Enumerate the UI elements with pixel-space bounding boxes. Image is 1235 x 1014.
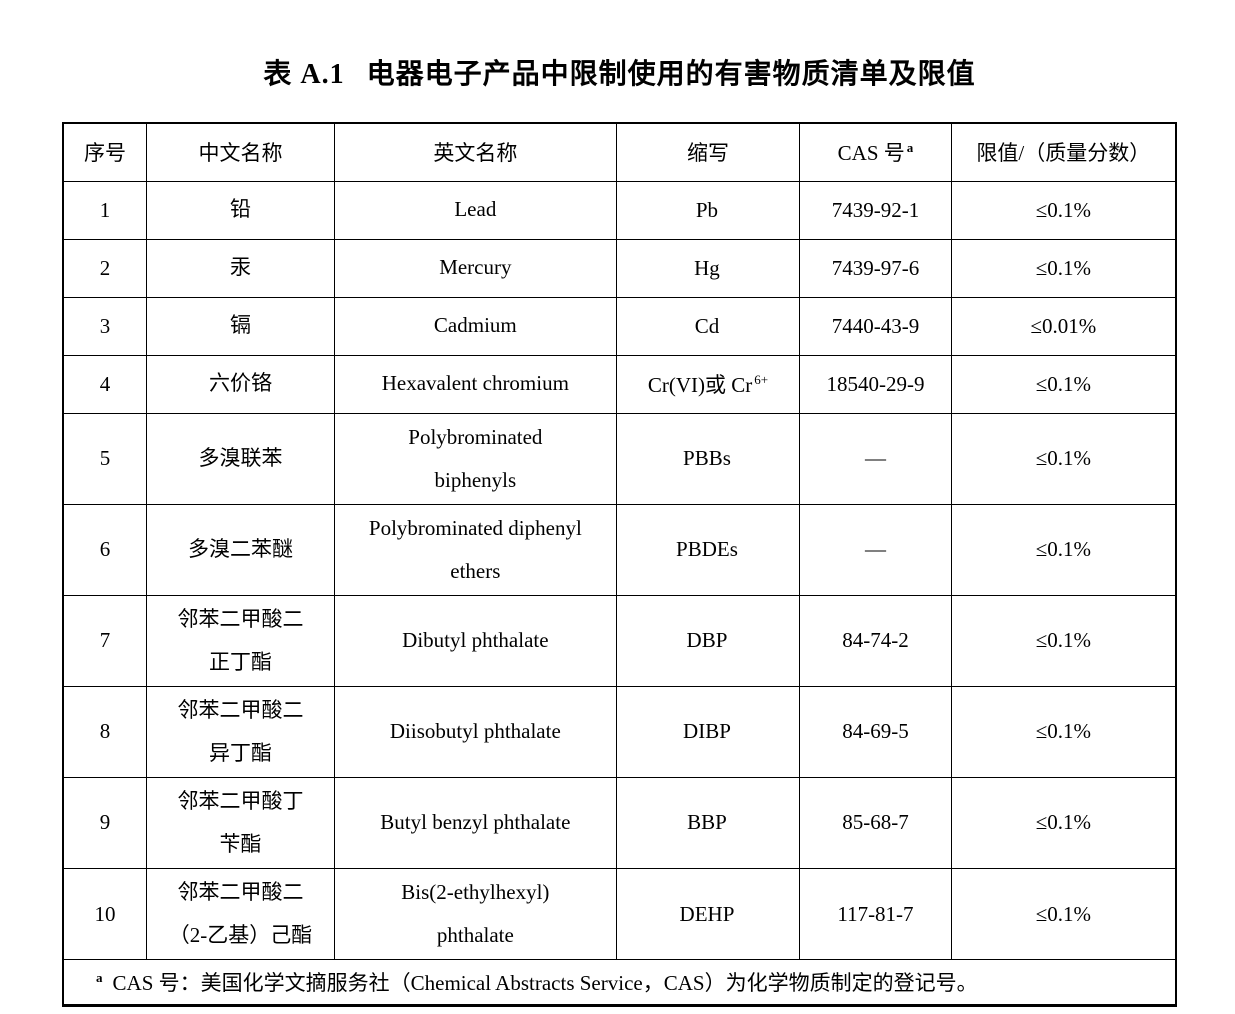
- cell-cn-name: 邻苯二甲酸二 正丁酯: [145, 594, 336, 687]
- abbr-text: DEHP: [679, 901, 735, 926]
- abbr-text: DBP: [686, 628, 728, 653]
- cell-cn-name: 多溴联苯: [145, 412, 336, 505]
- cell-abbr: Cd: [615, 296, 801, 356]
- cell-no: 8: [62, 685, 147, 778]
- table-row: 2 汞 Mercury Hg 7439-97-6 ≤0.1%: [62, 238, 1177, 298]
- footnote-text: CAS 号：美国化学文摘服务社（Chemical Abstracts Servi…: [112, 971, 978, 996]
- cell-no: 9: [62, 776, 147, 869]
- cell-en-name: Diisobutyl phthalate: [334, 685, 617, 778]
- cell-cn-name: 铅: [145, 180, 336, 240]
- cell-abbr: Pb: [615, 180, 801, 240]
- cell-cas: 7439-92-1: [799, 180, 952, 240]
- cell-cas: 18540-29-9: [799, 354, 952, 414]
- cell-cn-name: 汞: [145, 238, 336, 298]
- cell-limit: ≤0.1%: [950, 594, 1177, 687]
- cell-en-name: Hexavalent chromium: [334, 354, 617, 414]
- col-header-chinese-name: 中文名称: [145, 122, 336, 182]
- cell-no: 5: [62, 412, 147, 505]
- cell-cn-name: 多溴二苯醚: [145, 503, 336, 596]
- abbr-text: BBP: [687, 810, 727, 835]
- cell-limit: ≤0.1%: [950, 867, 1177, 961]
- cell-limit: ≤0.1%: [950, 412, 1177, 505]
- cell-abbr: PBBs: [615, 412, 801, 505]
- page-title: 表 A.1 电器电子产品中限制使用的有害物质清单及限值: [62, 52, 1177, 92]
- table-row: 8 邻苯二甲酸二 异丁酯 Diisobutyl phthalate DIBP 8…: [62, 685, 1177, 778]
- cell-no: 7: [62, 594, 147, 687]
- abbr-text: Cr(VI)或 Cr: [647, 373, 753, 397]
- cas-header-label: CAS 号: [837, 141, 905, 166]
- cell-cn-name: 邻苯二甲酸二 异丁酯: [145, 685, 336, 778]
- cell-cas: 7440-43-9: [799, 296, 952, 356]
- cell-cas: 117-81-7: [799, 867, 952, 961]
- footnote-row: a CAS 号：美国化学文摘服务社（Chemical Abstracts Serv…: [62, 959, 1177, 1007]
- cell-abbr: Hg: [615, 238, 801, 298]
- abbr-text: Cd: [694, 313, 720, 338]
- cell-abbr: DEHP: [615, 867, 801, 961]
- col-header-index: 序号: [62, 122, 147, 182]
- col-header-limit: 限值/（质量分数）: [950, 122, 1177, 182]
- cell-abbr: DIBP: [615, 685, 801, 778]
- cell-en-name: Butyl benzyl phthalate: [334, 776, 617, 869]
- cell-cas: —: [799, 412, 952, 505]
- table-row: 1 铅 Lead Pb 7439-92-1 ≤0.1%: [62, 180, 1177, 240]
- abbr-text: Pb: [695, 197, 719, 222]
- cell-cas: 85-68-7: [799, 776, 952, 869]
- table-title-text: 电器电子产品中限制使用的有害物质清单及限值: [366, 59, 976, 90]
- cell-cas: 7439-97-6: [799, 238, 952, 298]
- cell-cas: 84-74-2: [799, 594, 952, 687]
- table-row: 7 邻苯二甲酸二 正丁酯 Dibutyl phthalate DBP 84-74…: [62, 594, 1177, 687]
- cell-cn-name: 六价铬: [145, 354, 336, 414]
- cell-cas: —: [799, 503, 952, 596]
- cell-limit: ≤0.1%: [950, 503, 1177, 596]
- col-header-abbreviation: 缩写: [615, 122, 801, 182]
- footnote-superscript: a: [96, 970, 103, 986]
- table-number-label: 表 A.1: [263, 59, 345, 90]
- cell-en-name: Cadmium: [334, 296, 617, 356]
- cell-limit: ≤0.1%: [950, 685, 1177, 778]
- cell-abbr: PBDEs: [615, 503, 801, 596]
- cell-limit: ≤0.1%: [950, 180, 1177, 240]
- cas-header-superscript: a: [906, 140, 914, 156]
- cell-no: 4: [62, 354, 147, 414]
- footnote-cell: a CAS 号：美国化学文摘服务社（Chemical Abstracts Serv…: [62, 959, 1177, 1007]
- cell-abbr: Cr(VI)或 Cr 6+: [615, 354, 801, 414]
- cell-no: 1: [62, 180, 147, 240]
- cell-abbr: BBP: [615, 776, 801, 869]
- cell-limit: ≤0.01%: [950, 296, 1177, 356]
- cell-en-name: Polybrominated diphenyl ethers: [334, 503, 617, 596]
- cell-en-name: Mercury: [334, 238, 617, 298]
- cell-limit: ≤0.1%: [950, 238, 1177, 298]
- cell-no: 6: [62, 503, 147, 596]
- cell-abbr: DBP: [615, 594, 801, 687]
- abbr-superscript: 6+: [754, 372, 769, 387]
- cell-en-name: Bis(2-ethylhexyl) phthalate: [334, 867, 617, 961]
- table-row: 5 多溴联苯 Polybrominated biphenyls PBBs — ≤…: [62, 412, 1177, 505]
- abbr-text: DIBP: [683, 719, 731, 744]
- cell-cas: 84-69-5: [799, 685, 952, 778]
- abbr-text: PBBs: [683, 446, 731, 471]
- cell-cn-name: 邻苯二甲酸丁 苄酯: [145, 776, 336, 869]
- abbr-text: Hg: [694, 255, 720, 280]
- table-row: 3 镉 Cadmium Cd 7440-43-9 ≤0.01%: [62, 296, 1177, 356]
- cell-no: 10: [62, 867, 147, 961]
- cell-limit: ≤0.1%: [950, 776, 1177, 869]
- abbr-text: PBDEs: [676, 537, 738, 562]
- table-row: 9 邻苯二甲酸丁 苄酯 Butyl benzyl phthalate BBP 8…: [62, 776, 1177, 869]
- cell-no: 3: [62, 296, 147, 356]
- cell-cn-name: 邻苯二甲酸二 （2-乙基）己酯: [145, 867, 336, 961]
- table-row: 10 邻苯二甲酸二 （2-乙基）己酯 Bis(2-ethylhexyl) pht…: [62, 867, 1177, 961]
- cell-no: 2: [62, 238, 147, 298]
- table-row: 4 六价铬 Hexavalent chromium Cr(VI)或 Cr 6+ 1…: [62, 354, 1177, 414]
- cell-en-name: Lead: [334, 180, 617, 240]
- cell-limit: ≤0.1%: [950, 354, 1177, 414]
- col-header-english-name: 英文名称: [334, 122, 617, 182]
- cell-en-name: Dibutyl phthalate: [334, 594, 617, 687]
- cell-cn-name: 镉: [145, 296, 336, 356]
- cell-en-name: Polybrominated biphenyls: [334, 412, 617, 505]
- table-row: 6 多溴二苯醚 Polybrominated diphenyl ethers P…: [62, 503, 1177, 596]
